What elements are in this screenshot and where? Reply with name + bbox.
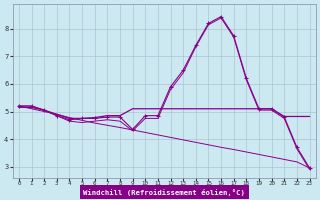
X-axis label: Windchill (Refroidissement éolien,°C): Windchill (Refroidissement éolien,°C)	[83, 189, 245, 196]
